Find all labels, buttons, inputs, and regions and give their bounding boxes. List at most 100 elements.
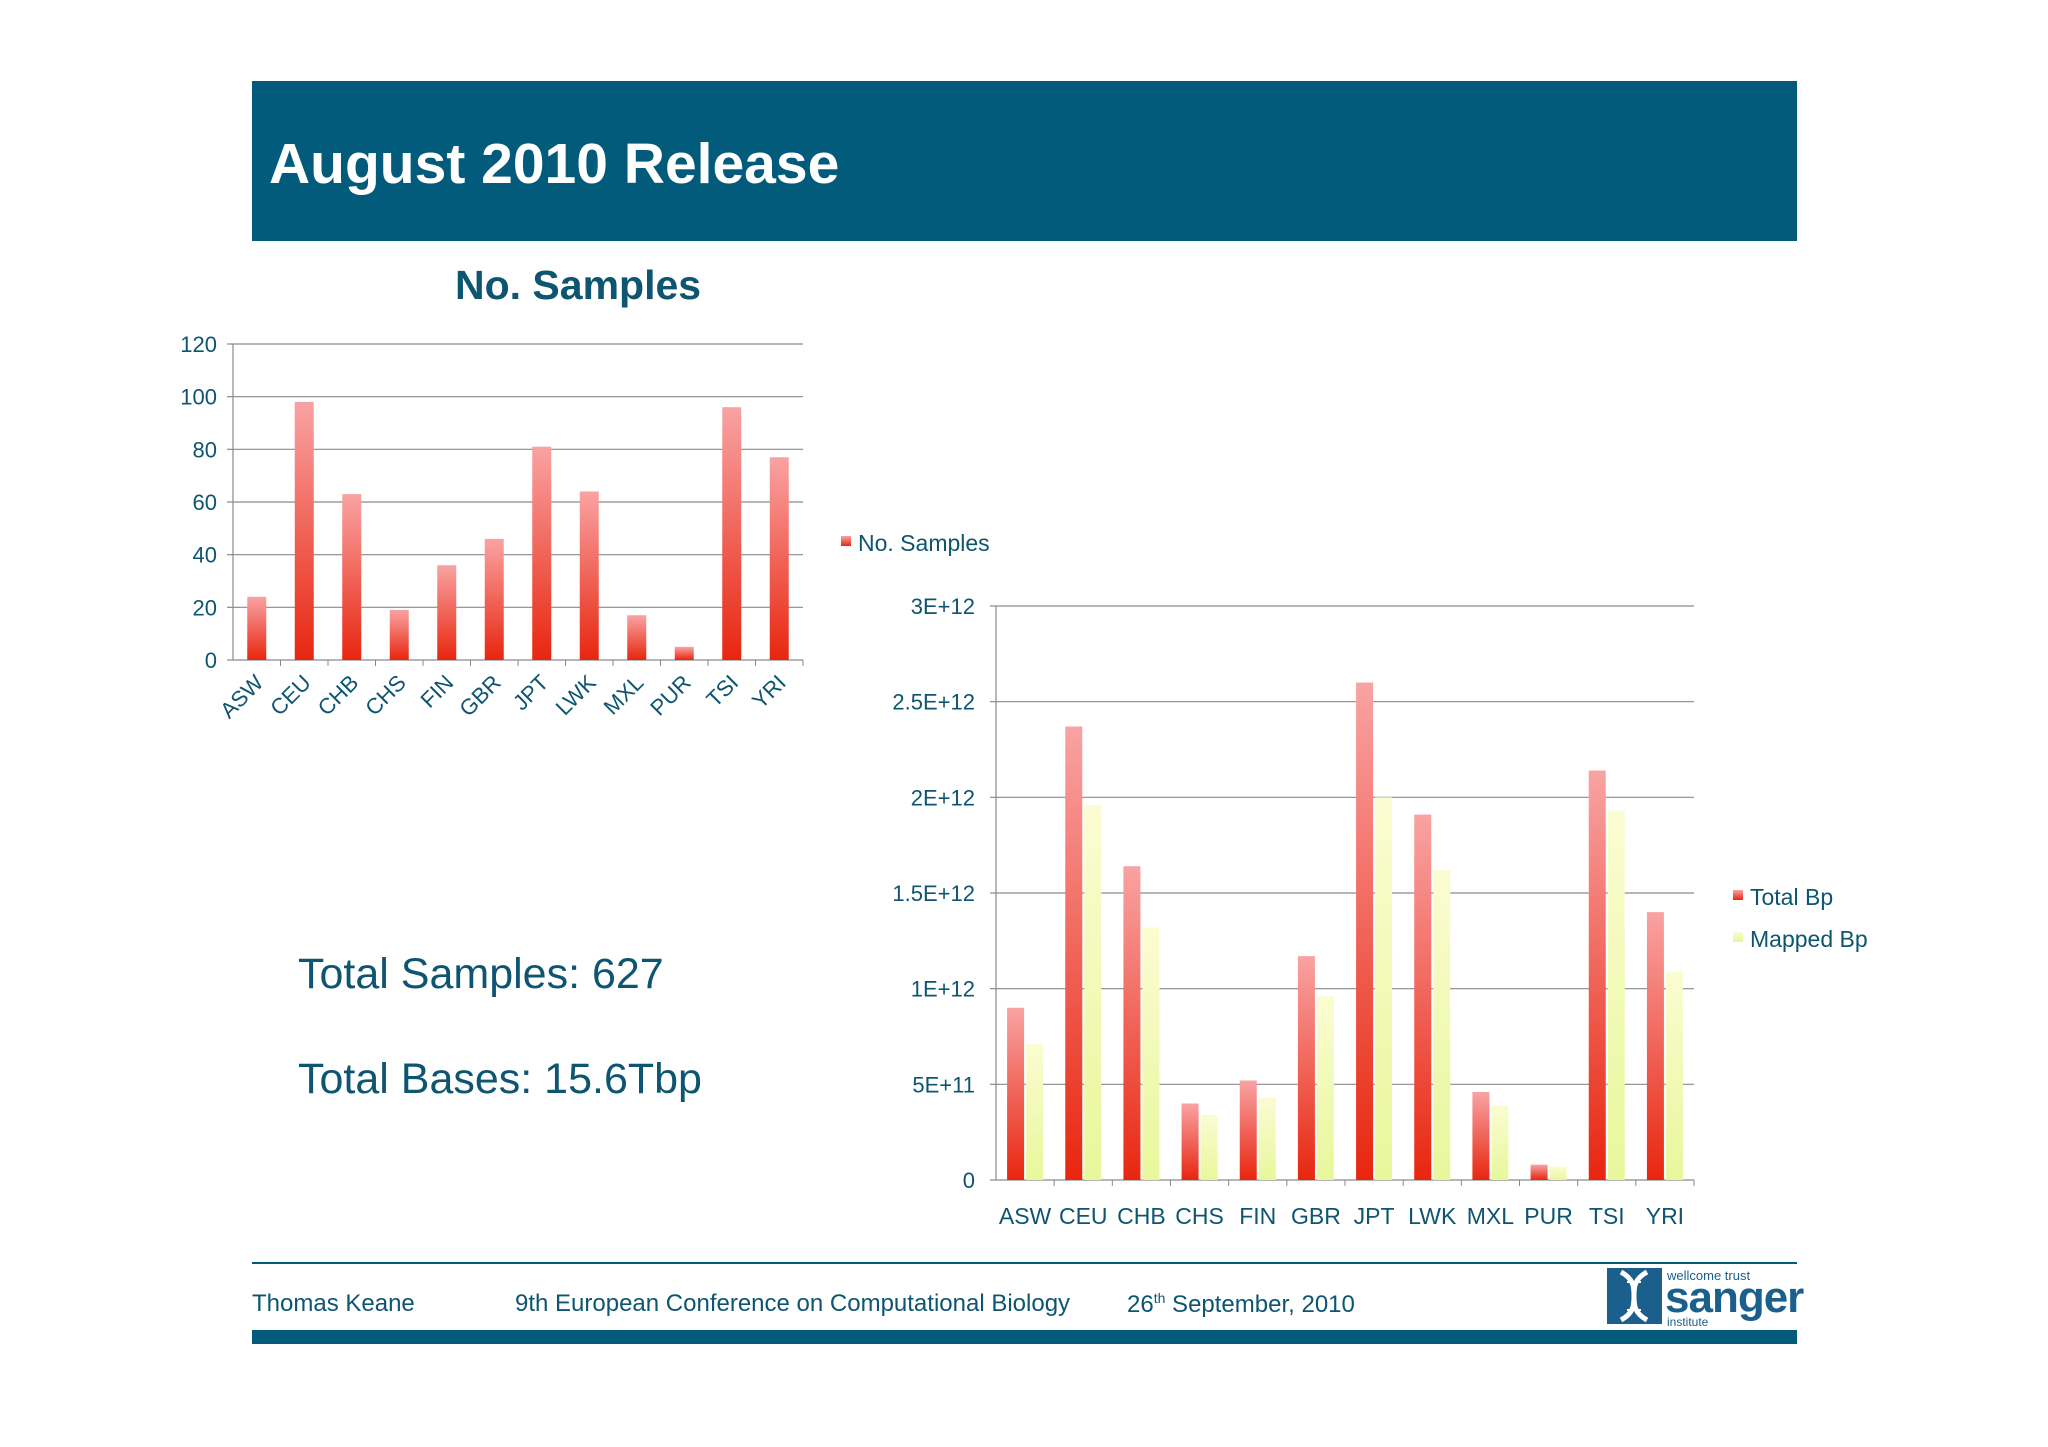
y-tick-label: 2E+12 [911, 785, 975, 810]
bar-samples-jpt [532, 446, 552, 660]
bar-total-bp-pur [1530, 1164, 1548, 1180]
x-tick-label: CHS [1175, 1203, 1224, 1229]
sanger-logo: wellcome trust sanger institute [1607, 1268, 1804, 1329]
x-tick-label: CEU [265, 670, 316, 721]
x-tick-label: LWK [1408, 1203, 1457, 1229]
bar-samples-lwk [579, 491, 599, 660]
bar-samples-yri [769, 457, 789, 660]
x-tick-label: TSI [1589, 1203, 1625, 1229]
y-tick-label: 1.5E+12 [892, 881, 975, 906]
bar-total-bp-asw [1007, 1007, 1025, 1180]
x-tick-label: YRI [1646, 1203, 1684, 1229]
bar-samples-fin [437, 565, 457, 660]
x-tick-label: YRI [747, 670, 791, 714]
bar-samples-ceu [294, 401, 314, 660]
bar-samples-gbr [484, 538, 504, 660]
x-tick-label: FIN [1239, 1203, 1276, 1229]
bar-mapped-bp-ceu [1084, 804, 1102, 1180]
bar-total-bp-ceu [1065, 726, 1083, 1180]
y-tick-label: 100 [180, 385, 217, 410]
x-tick-label: MXL [599, 670, 649, 720]
bar-total-bp-tsi [1588, 770, 1606, 1180]
bar-total-bp-chb [1123, 866, 1141, 1180]
bar-samples-pur [674, 646, 694, 660]
bar-mapped-bp-tsi [1607, 810, 1625, 1180]
x-tick-label: ASW [999, 1203, 1052, 1229]
footer-divider [252, 1262, 1797, 1264]
x-tick-label: LWK [551, 670, 601, 720]
bar-total-bp-mxl [1472, 1091, 1490, 1180]
legend-label-total-bp: Total Bp [1750, 884, 1834, 910]
y-tick-label: 2.5E+12 [892, 690, 975, 715]
bar-mapped-bp-fin [1258, 1097, 1276, 1180]
y-tick-label: 3E+12 [911, 594, 975, 619]
x-tick-label: GBR [454, 670, 505, 721]
bar-samples-mxl [627, 615, 647, 660]
x-tick-label: GBR [1291, 1203, 1341, 1229]
y-tick-label: 120 [180, 332, 217, 357]
legend-swatch-samples [841, 536, 851, 546]
bar-total-bp-jpt [1356, 682, 1374, 1180]
y-tick-label: 0 [205, 648, 217, 673]
x-tick-label: CHB [313, 670, 364, 721]
bar-samples-chb [342, 494, 362, 660]
legend-swatch-total-bp [1733, 890, 1743, 900]
y-tick-label: 1E+12 [911, 977, 975, 1002]
legend-swatch-mapped-bp [1733, 932, 1743, 942]
bar-total-bp-chs [1181, 1103, 1199, 1180]
footer-date-rest: September, 2010 [1165, 1291, 1355, 1318]
header-bar: August 2010 Release [252, 81, 1797, 241]
bar-mapped-bp-jpt [1375, 797, 1393, 1180]
bar-total-bp-gbr [1297, 956, 1315, 1180]
bar-mapped-bp-chb [1142, 927, 1160, 1180]
bar-mapped-bp-gbr [1316, 996, 1334, 1180]
x-tick-label: JPT [508, 670, 553, 715]
bar-mapped-bp-yri [1665, 971, 1683, 1180]
bar-total-bp-lwk [1414, 814, 1432, 1180]
footer-bar [252, 1330, 1797, 1344]
total-samples-text: Total Samples: 627 [298, 950, 664, 998]
bar-mapped-bp-pur [1549, 1166, 1567, 1180]
legend-label-samples: No. Samples [858, 530, 990, 556]
bar-mapped-bp-lwk [1433, 870, 1451, 1180]
y-tick-label: 5E+11 [912, 1072, 975, 1097]
y-tick-label: 20 [193, 595, 217, 620]
footer-author: Thomas Keane [252, 1290, 415, 1317]
footer-date-suffix: th [1153, 1290, 1166, 1306]
x-tick-label: TSI [701, 670, 743, 712]
footer-date-day: 26 [1127, 1291, 1154, 1318]
x-tick-label: CHB [1117, 1203, 1166, 1229]
y-tick-label: 60 [193, 490, 217, 515]
x-tick-label: PUR [645, 670, 696, 721]
bar-samples-chs [389, 609, 409, 660]
logo-main-text: sanger [1665, 1273, 1804, 1322]
bar-mapped-bp-chs [1200, 1114, 1218, 1180]
x-tick-label: PUR [1524, 1203, 1573, 1229]
bar-total-bp-fin [1239, 1080, 1257, 1180]
bar-mapped-bp-mxl [1491, 1105, 1509, 1180]
x-tick-label: CHS [360, 670, 411, 721]
bar-samples-tsi [722, 407, 742, 660]
x-tick-label: MXL [1467, 1203, 1515, 1229]
dna-helix-icon [1607, 1268, 1662, 1324]
x-tick-label: CEU [1059, 1203, 1108, 1229]
bases-bar-chart: 0 5E+11 1E+12 1.5E+12 2E+12 2.5E+12 3E+12 ASW CE… [892, 594, 1695, 1229]
bar-total-bp-yri [1646, 912, 1664, 1180]
x-tick-label: FIN [416, 670, 459, 713]
total-bases-text: Total Bases: 15.6Tbp [298, 1055, 702, 1103]
y-tick-label: 0 [963, 1168, 975, 1193]
legend-label-mapped-bp: Mapped Bp [1750, 926, 1868, 952]
y-tick-label: 80 [193, 437, 217, 462]
slide-title: August 2010 Release [269, 132, 840, 196]
logo-sub-text: institute [1667, 1315, 1709, 1329]
bar-mapped-bp-asw [1026, 1044, 1044, 1180]
logo-top-text: wellcome trust [1667, 1268, 1751, 1283]
footer-conference: 9th European Conference on Computational… [515, 1290, 1071, 1317]
chart-title-samples: No. Samples [455, 262, 702, 308]
bar-samples-asw [247, 596, 267, 660]
x-tick-label: JPT [1354, 1203, 1395, 1229]
footer-date: 26th September, 2010 [1127, 1290, 1355, 1319]
x-tick-label: ASW [215, 670, 268, 723]
y-tick-label: 40 [193, 543, 217, 568]
